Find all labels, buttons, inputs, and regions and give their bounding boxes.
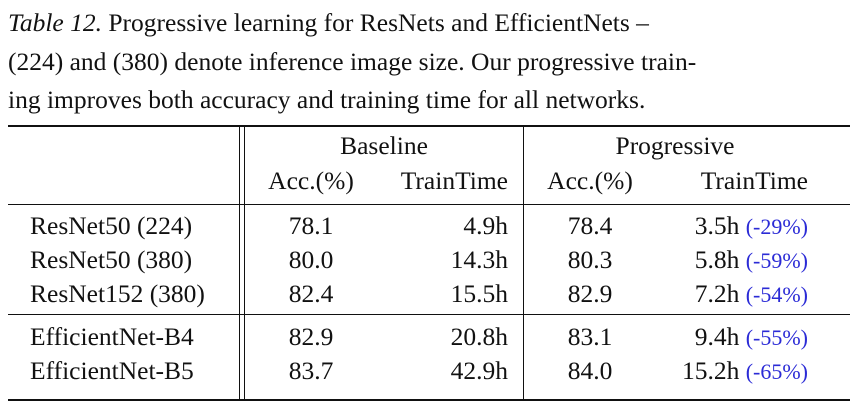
caption-label: Table 12. <box>8 8 102 37</box>
time-reduction: (-54%) <box>745 282 808 307</box>
table-row-prog-time: 15.2h (-65%) <box>682 356 808 387</box>
prog-time-value: 3.5h <box>694 211 740 240</box>
group-separator-rule <box>8 314 850 315</box>
column-header-base-acc: Acc.(%) <box>268 166 354 195</box>
table-row-base-acc: 80.0 <box>288 245 334 274</box>
table-row-prog-acc: 84.0 <box>567 356 613 385</box>
group-header-baseline: Baseline <box>340 131 428 160</box>
table-row-base-acc: 82.9 <box>288 322 334 351</box>
table-row-prog-time: 9.4h (-55%) <box>695 322 808 353</box>
table-row-prog-acc: 80.3 <box>567 245 613 274</box>
table-row-prog-time: 7.2h (-54%) <box>695 279 808 310</box>
table-row-prog-acc: 78.4 <box>567 211 613 240</box>
time-reduction: (-65%) <box>745 359 808 384</box>
table-row-prog-time: 5.8h (-59%) <box>695 245 808 276</box>
prog-time-value: 5.8h <box>694 245 740 274</box>
table-row-base-acc: 83.7 <box>288 356 334 385</box>
time-reduction: (-55%) <box>745 325 808 350</box>
table-row-base-time: 4.9h <box>463 211 508 240</box>
caption-line-1: Progressive learning for ResNets and Eff… <box>102 8 649 37</box>
table-row-prog-acc: 83.1 <box>567 322 613 351</box>
table-row-model: ResNet50 (380) <box>30 245 193 274</box>
caption-line-2: (224) and (380) denote inference image s… <box>8 46 697 76</box>
table-row-prog-acc: 82.9 <box>567 279 613 308</box>
time-reduction: (-29%) <box>745 214 808 239</box>
column-double-rule-left <box>239 127 240 400</box>
caption-line-3: ing improves both accuracy and training … <box>8 85 646 114</box>
group-header-progressive: Progressive <box>615 131 735 160</box>
table-top-rule <box>8 125 850 127</box>
table-row-base-time: 42.9h <box>450 356 508 385</box>
table-row-model: EfficientNet-B5 <box>30 356 194 385</box>
table-row-base-time: 20.8h <box>450 322 508 351</box>
prog-time-value: 15.2h <box>681 356 740 385</box>
table-row-model: ResNet50 (224) <box>30 211 193 240</box>
time-reduction: (-59%) <box>745 248 808 273</box>
prog-time-value: 9.4h <box>694 322 740 351</box>
column-group-rule <box>523 127 524 400</box>
table-row-model: ResNet152 (380) <box>30 279 205 308</box>
table-row-prog-time: 3.5h (-29%) <box>695 211 808 242</box>
table-row-base-time: 14.3h <box>450 245 508 274</box>
column-double-rule-right <box>244 127 245 400</box>
table-row-base-acc: 78.1 <box>288 211 334 240</box>
prog-time-value: 7.2h <box>694 279 740 308</box>
column-header-prog-acc: Acc.(%) <box>547 166 633 195</box>
table-bottom-rule <box>8 399 850 401</box>
column-header-base-time: TrainTime <box>400 166 508 195</box>
table-row-base-acc: 82.4 <box>288 279 334 308</box>
column-header-prog-time: TrainTime <box>700 166 808 195</box>
table-row-base-time: 15.5h <box>450 279 508 308</box>
header-rule <box>8 204 850 205</box>
table-caption: Table 12. Progressive learning for ResNe… <box>8 4 850 120</box>
table-row-model: EfficientNet-B4 <box>30 322 194 351</box>
